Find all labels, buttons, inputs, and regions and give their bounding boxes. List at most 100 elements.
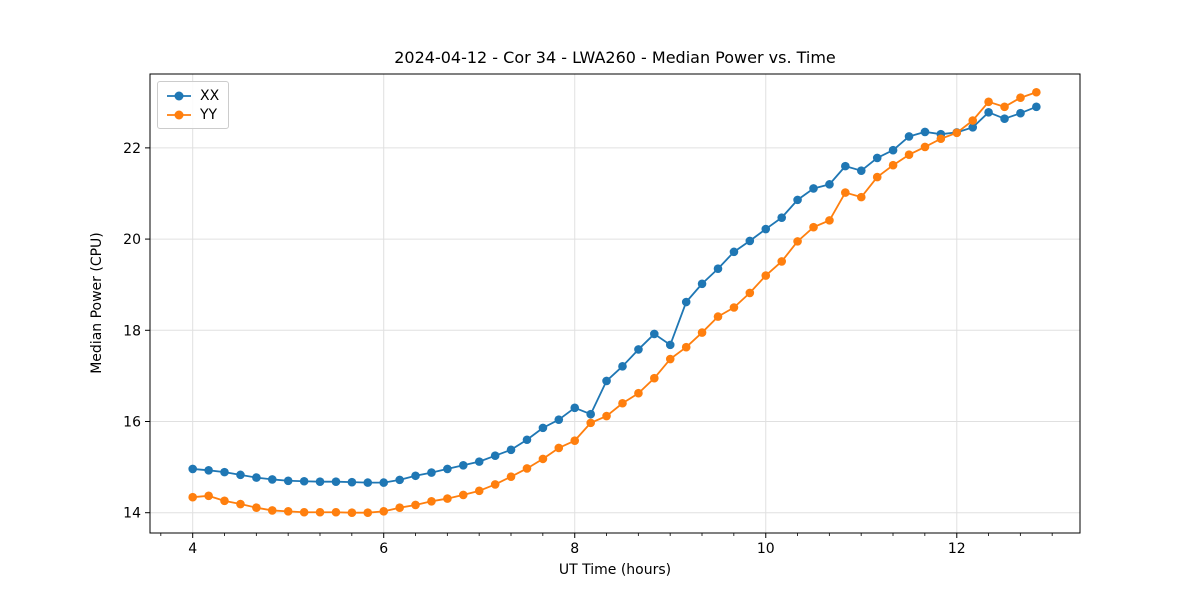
- data-point-marker: [443, 494, 452, 503]
- x-axis-label: UT Time (hours): [558, 562, 672, 578]
- data-point-marker: [315, 477, 325, 486]
- data-point-marker: [395, 475, 404, 485]
- x-tick-label: 10: [757, 541, 775, 557]
- data-point-marker: [920, 142, 930, 152]
- data-point-marker: [299, 476, 309, 486]
- data-point-marker: [761, 271, 771, 280]
- data-point-marker: [888, 160, 898, 170]
- legend-line-marker-icon: [167, 110, 191, 119]
- data-point-marker: [809, 184, 818, 193]
- series-xx: [188, 102, 1041, 487]
- data-point-marker: [618, 398, 627, 408]
- data-point-marker: [506, 472, 516, 481]
- y-axis-label: Median Power (CPU): [89, 232, 105, 374]
- y-tick-label: 14: [123, 506, 141, 522]
- data-point-marker: [236, 470, 245, 480]
- data-point-marker: [220, 496, 229, 506]
- data-point-marker: [665, 354, 675, 364]
- data-point-marker: [904, 150, 914, 160]
- data-point-marker: [522, 435, 532, 445]
- legend-line-marker-icon: [167, 91, 191, 100]
- data-point-marker: [618, 362, 627, 371]
- data-point-marker: [474, 457, 484, 466]
- x-tick-label: 12: [948, 541, 966, 557]
- data-point-marker: [697, 279, 707, 289]
- data-point-marker: [825, 216, 834, 225]
- data-point-marker: [474, 486, 484, 496]
- data-point-marker: [984, 108, 993, 117]
- data-point-marker: [570, 436, 580, 445]
- data-point-marker: [650, 373, 659, 383]
- data-point-marker: [490, 451, 500, 461]
- data-point-marker: [634, 388, 643, 398]
- data-point-marker: [267, 475, 277, 484]
- data-point-marker: [920, 127, 930, 137]
- data-point-marker: [1000, 114, 1009, 123]
- legend-label-xx: XX: [200, 87, 220, 104]
- data-point-marker: [745, 288, 755, 298]
- data-point-marker: [968, 123, 978, 132]
- data-point-marker: [984, 97, 993, 107]
- data-point-marker: [363, 508, 373, 518]
- data-point-marker: [777, 257, 787, 266]
- legend-label-yy: YY: [200, 106, 218, 123]
- data-point-marker: [252, 473, 261, 482]
- data-point-marker: [968, 116, 978, 125]
- data-point-marker: [952, 128, 962, 138]
- data-point-marker: [267, 506, 277, 515]
- chart-title: 2024-04-12 - Cor 34 - LWA260 - Median Po…: [394, 48, 836, 67]
- data-point-marker: [793, 237, 802, 246]
- y-tick-label: 22: [123, 141, 141, 157]
- data-point-marker: [363, 478, 373, 487]
- series-yy: [188, 87, 1041, 518]
- legend-item-yy: YY: [165, 105, 219, 124]
- data-point-marker: [1016, 93, 1025, 103]
- data-point-marker: [331, 477, 341, 486]
- data-point-marker: [188, 492, 197, 502]
- data-point-marker: [283, 507, 293, 516]
- data-point-marker: [888, 145, 898, 155]
- data-point-marker: [713, 312, 723, 321]
- data-point-marker: [713, 264, 723, 274]
- y-tick-label: 16: [123, 414, 141, 430]
- data-point-marker: [586, 409, 595, 419]
- data-point-marker: [490, 480, 500, 489]
- data-point-marker: [872, 153, 882, 163]
- x-axis: 4 6 8 10 12: [160, 533, 1053, 557]
- data-point-marker: [443, 464, 452, 474]
- data-point-marker: [777, 213, 787, 222]
- y-axis: 14 16 18 20 22: [123, 141, 150, 522]
- data-point-marker: [634, 345, 643, 354]
- data-point-marker: [299, 507, 309, 517]
- data-point-marker: [745, 236, 755, 246]
- legend: XX YY: [157, 81, 230, 129]
- series-line: [192, 105, 1037, 484]
- axes-spines: [149, 73, 1081, 534]
- data-point-marker: [252, 503, 261, 512]
- data-point-marker: [586, 418, 595, 428]
- data-point-marker: [761, 224, 771, 234]
- x-tick-label: 8: [570, 541, 579, 557]
- data-point-marker: [872, 172, 882, 182]
- data-point-marker: [411, 500, 420, 510]
- data-point-marker: [236, 499, 245, 509]
- data-point-marker: [729, 247, 739, 257]
- data-point-marker: [379, 478, 389, 487]
- data-point-marker: [331, 507, 341, 517]
- data-point-marker: [220, 467, 229, 477]
- data-point-marker: [825, 180, 834, 189]
- data-point-marker: [936, 134, 946, 144]
- y-tick-label: 20: [123, 232, 141, 248]
- data-point-marker: [602, 376, 611, 386]
- data-point-marker: [554, 415, 564, 424]
- data-point-marker: [204, 491, 213, 501]
- data-point-marker: [841, 161, 850, 171]
- data-point-marker: [283, 476, 293, 486]
- data-point-marker: [904, 132, 914, 141]
- data-point-marker: [538, 423, 548, 433]
- data-point-marker: [554, 443, 564, 453]
- data-point-marker: [665, 340, 675, 350]
- data-point-marker: [347, 508, 357, 518]
- data-point-marker: [458, 460, 468, 470]
- data-point-marker: [522, 464, 532, 473]
